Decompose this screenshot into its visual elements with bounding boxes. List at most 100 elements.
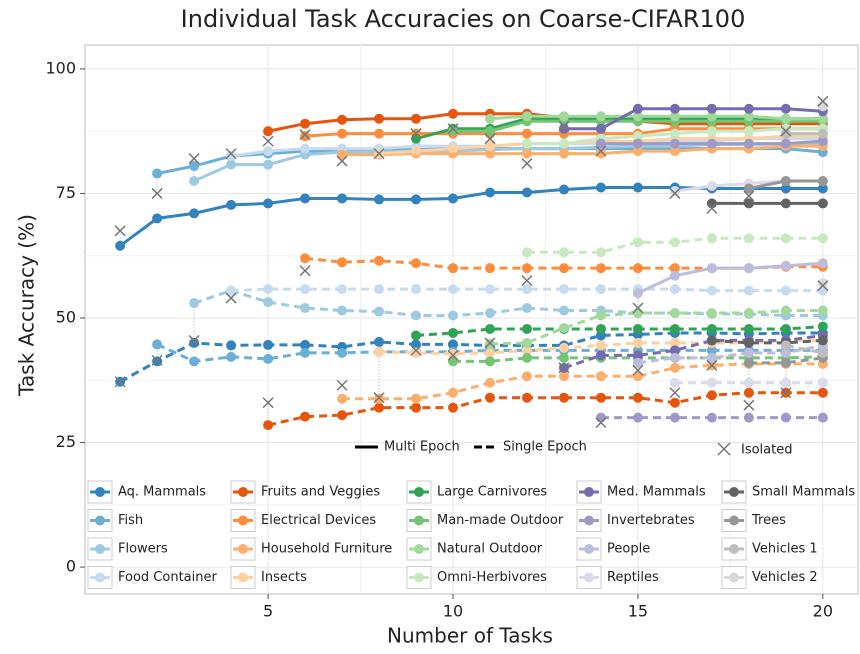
- point: [189, 176, 200, 187]
- point: [706, 126, 717, 137]
- point: [780, 113, 791, 124]
- point: [558, 111, 569, 122]
- isolated-marker: [632, 302, 644, 314]
- single-epoch-line: [785, 343, 824, 355]
- point: [780, 412, 791, 423]
- isolated-marker: [595, 417, 607, 429]
- legend-swatch: [584, 515, 594, 526]
- point: [484, 284, 495, 295]
- point: [632, 337, 643, 348]
- point: [632, 138, 643, 149]
- legend-swatch: [95, 515, 105, 526]
- point: [521, 303, 532, 314]
- point: [632, 392, 643, 403]
- point: [411, 402, 422, 413]
- point: [743, 111, 754, 122]
- isolated-marker: [595, 145, 607, 157]
- point: [448, 143, 459, 154]
- point: [448, 402, 459, 413]
- legend-label: Flowers: [118, 542, 168, 557]
- point: [226, 285, 237, 296]
- point: [743, 233, 754, 244]
- legend-swatch: [729, 572, 739, 583]
- point: [669, 111, 680, 122]
- isolated-marker: [484, 337, 496, 349]
- point: [374, 306, 385, 317]
- point: [374, 336, 385, 347]
- point: [669, 237, 680, 248]
- point: [448, 263, 459, 274]
- point: [669, 103, 680, 114]
- isolated-marker: [299, 265, 311, 277]
- isolated-marker: [817, 95, 829, 107]
- point: [337, 393, 348, 404]
- point: [521, 352, 532, 363]
- point: [817, 128, 828, 139]
- point: [484, 148, 495, 159]
- single-epoch-line: [342, 362, 823, 401]
- isolated-marker: [188, 153, 200, 165]
- point: [558, 148, 569, 159]
- point: [669, 308, 680, 319]
- point: [706, 138, 717, 149]
- point: [448, 327, 459, 338]
- point: [374, 113, 385, 124]
- isolated-marker: [743, 190, 755, 202]
- point: [595, 123, 606, 134]
- point: [817, 305, 828, 316]
- chart-title: Individual Task Accuracies on Coarse-CIF…: [181, 5, 746, 33]
- point: [780, 233, 791, 244]
- point: [521, 148, 532, 159]
- point: [743, 387, 754, 398]
- point: [632, 412, 643, 423]
- point: [632, 350, 643, 361]
- point: [632, 103, 643, 114]
- point: [706, 352, 717, 363]
- isolated-marker: [447, 349, 459, 361]
- isolated-marker: [299, 129, 311, 141]
- legend-swatch: [414, 572, 424, 583]
- point: [817, 387, 828, 398]
- point: [706, 198, 717, 209]
- isolated-marker: [262, 135, 274, 147]
- point: [595, 412, 606, 423]
- point: [595, 350, 606, 361]
- point: [817, 198, 828, 209]
- point: [706, 180, 717, 191]
- point: [780, 138, 791, 149]
- point: [521, 111, 532, 122]
- isolated-marker: [336, 155, 348, 167]
- x-tick-label: 5: [263, 602, 273, 621]
- isolated-marker: [373, 148, 385, 160]
- point: [743, 377, 754, 388]
- style-label: Single Epoch: [503, 440, 587, 455]
- legend-swatch: [414, 487, 424, 497]
- legend-label: Trees: [751, 513, 786, 528]
- point: [780, 183, 791, 194]
- point: [337, 149, 348, 160]
- legend-swatch: [238, 572, 248, 583]
- point: [189, 161, 200, 172]
- point: [743, 263, 754, 274]
- point: [521, 323, 532, 334]
- point: [484, 263, 495, 274]
- point: [632, 131, 643, 142]
- single-epoch-line: [563, 333, 824, 370]
- point: [226, 159, 237, 170]
- point: [743, 126, 754, 137]
- point: [817, 258, 828, 269]
- point: [669, 128, 680, 139]
- isolated-marker: [262, 397, 274, 409]
- point: [558, 247, 569, 258]
- point: [337, 114, 348, 125]
- legend-swatch: [584, 544, 594, 554]
- point: [300, 303, 311, 314]
- point: [706, 285, 717, 296]
- x-tick-label: 15: [628, 602, 648, 621]
- point: [189, 298, 200, 309]
- legend-label: Small Mammals: [752, 485, 855, 500]
- legend-label: People: [607, 542, 650, 557]
- point: [152, 213, 163, 224]
- point: [817, 183, 828, 194]
- point: [780, 377, 791, 388]
